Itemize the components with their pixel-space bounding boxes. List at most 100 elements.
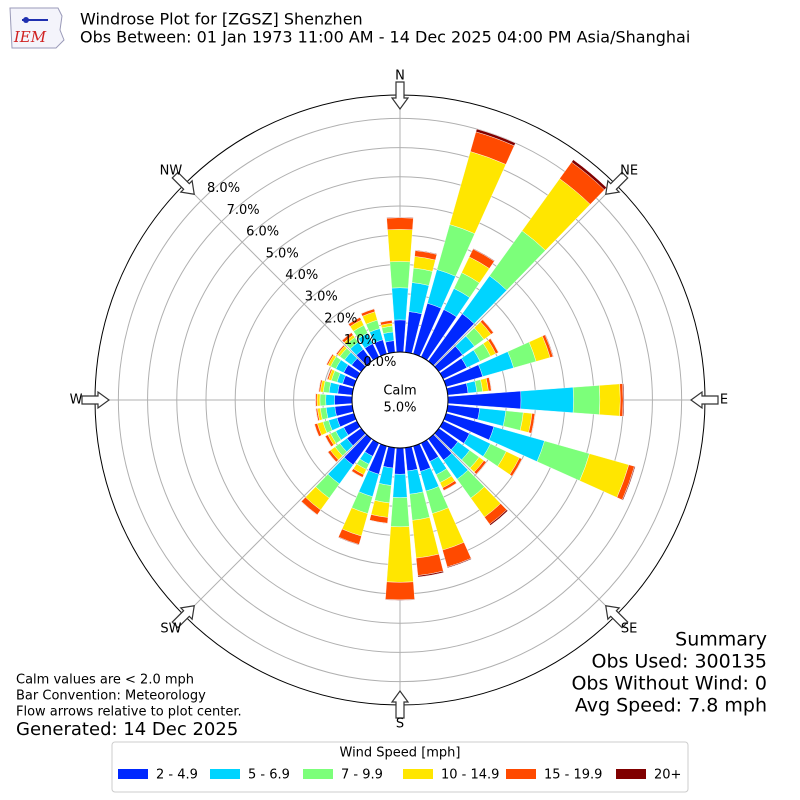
wind-bar xyxy=(326,368,332,380)
logo: IEM xyxy=(9,7,65,49)
legend-swatch xyxy=(616,769,646,779)
wind-bar xyxy=(431,507,465,551)
wind-bar xyxy=(351,470,363,478)
wind-bar xyxy=(502,410,524,431)
logo-shape xyxy=(9,7,65,49)
wind-bar xyxy=(394,447,406,475)
legend-swatch xyxy=(118,769,148,779)
compass-arrow-shape xyxy=(171,171,195,195)
wind-bar xyxy=(520,387,574,413)
wind-bar xyxy=(490,338,499,353)
wind-bar xyxy=(316,393,321,407)
summary-line: Obs Without Wind: 0 xyxy=(571,673,767,695)
generated-date: Generated: 14 Dec 2025 xyxy=(16,719,238,740)
wind-bar xyxy=(374,483,392,504)
wind-bar xyxy=(417,570,444,578)
logo-text: IEM xyxy=(13,28,47,46)
wind-bar xyxy=(622,383,625,417)
r-tick-label: 0.0% xyxy=(363,355,396,370)
compass-label: NE xyxy=(620,163,638,178)
compass-arrow-shape xyxy=(390,689,410,719)
wind-bar xyxy=(511,458,523,477)
compass-arrow-shape xyxy=(689,390,719,410)
compass-arrow-shape xyxy=(605,171,629,195)
wind-bar xyxy=(325,394,335,406)
legend-swatch xyxy=(403,769,433,779)
wind-bar xyxy=(409,491,430,521)
grid-spoke xyxy=(183,433,367,617)
wind-bar xyxy=(472,248,495,262)
legend-swatch xyxy=(506,769,536,779)
wind-bar xyxy=(447,558,472,569)
compass-arrow-shape xyxy=(171,605,195,629)
compass-label: S xyxy=(396,717,404,732)
wind-bar xyxy=(334,394,353,406)
grid-spoke xyxy=(433,183,617,367)
calm-label: Calm xyxy=(383,384,416,399)
wind-bar xyxy=(337,536,360,546)
wind-bar xyxy=(390,497,410,528)
grid-spoke xyxy=(433,433,617,617)
r-tick-label: 1.0% xyxy=(344,333,377,348)
wind-bar xyxy=(572,385,601,415)
wind-bar xyxy=(386,217,414,231)
wind-bar xyxy=(544,334,554,357)
wind-bar xyxy=(488,377,492,391)
compass-arrow xyxy=(605,171,629,195)
legend-label: 10 - 14.9 xyxy=(441,768,499,783)
calm-value: 5.0% xyxy=(383,401,416,416)
wind-bar xyxy=(386,526,414,583)
compass-label: W xyxy=(70,393,83,408)
legend-box xyxy=(111,741,689,793)
compass-arrow xyxy=(171,605,195,629)
wind-bar xyxy=(482,319,494,333)
r-tick-label: 2.0% xyxy=(324,311,357,326)
wind-bar xyxy=(387,229,413,263)
wind-bar xyxy=(531,413,536,434)
r-tick-label: 7.0% xyxy=(227,203,260,218)
note: Flow arrows relative to plot center. xyxy=(16,705,242,720)
compass-arrow xyxy=(605,605,629,629)
compass-arrow xyxy=(390,689,410,719)
summary-line: Avg Speed: 7.8 mph xyxy=(575,695,767,717)
note: Bar Convention: Meteorology xyxy=(16,689,206,704)
r-tick-label: 4.0% xyxy=(285,268,318,283)
wind-bar xyxy=(385,599,415,601)
wind-bar xyxy=(393,319,407,353)
wind-bar xyxy=(347,316,361,325)
compass-arrow xyxy=(171,171,195,195)
r-tick-label: 8.0% xyxy=(207,181,240,196)
compass-arrow xyxy=(689,390,719,410)
wind-bar xyxy=(315,393,316,407)
wind-bar xyxy=(341,332,352,341)
wind-bar xyxy=(389,261,411,289)
r-tick-label: 5.0% xyxy=(266,246,299,261)
grid-spoke xyxy=(183,183,367,367)
legend-title: Wind Speed [mph] xyxy=(340,746,461,761)
compass-arrow xyxy=(81,390,111,410)
wind-bar xyxy=(300,501,318,516)
summary-line: Obs Used: 300135 xyxy=(592,651,767,673)
compass-arrow-shape xyxy=(390,81,410,111)
wind-bar xyxy=(385,340,396,354)
compass-label: E xyxy=(720,393,728,408)
logo-dot xyxy=(23,17,29,23)
compass-label: NW xyxy=(160,163,183,178)
chart-subtitle: Obs Between: 01 Jan 1973 11:00 AM - 14 D… xyxy=(80,28,690,47)
wind-bar xyxy=(386,216,414,219)
compass-label: N xyxy=(395,69,405,84)
wind-bar xyxy=(324,435,332,448)
wind-bar xyxy=(621,466,636,501)
wind-bar xyxy=(449,151,507,234)
plot-area: Calm 5.0% 0.0% 1.0% 2.0% 3.0% 4.0% 5.0% 6.0% 7.0%… xyxy=(70,69,729,732)
wind-bar xyxy=(370,500,390,518)
wind-bar xyxy=(475,128,516,147)
legend-label: 5 - 6.9 xyxy=(248,768,290,783)
wind-bar xyxy=(385,581,415,601)
wind-bar xyxy=(619,383,624,417)
legend-label: 2 - 4.9 xyxy=(156,768,198,783)
r-tick-label: 6.0% xyxy=(246,225,279,240)
wind-bar xyxy=(536,440,590,481)
compass-arrow-shape xyxy=(81,390,111,410)
